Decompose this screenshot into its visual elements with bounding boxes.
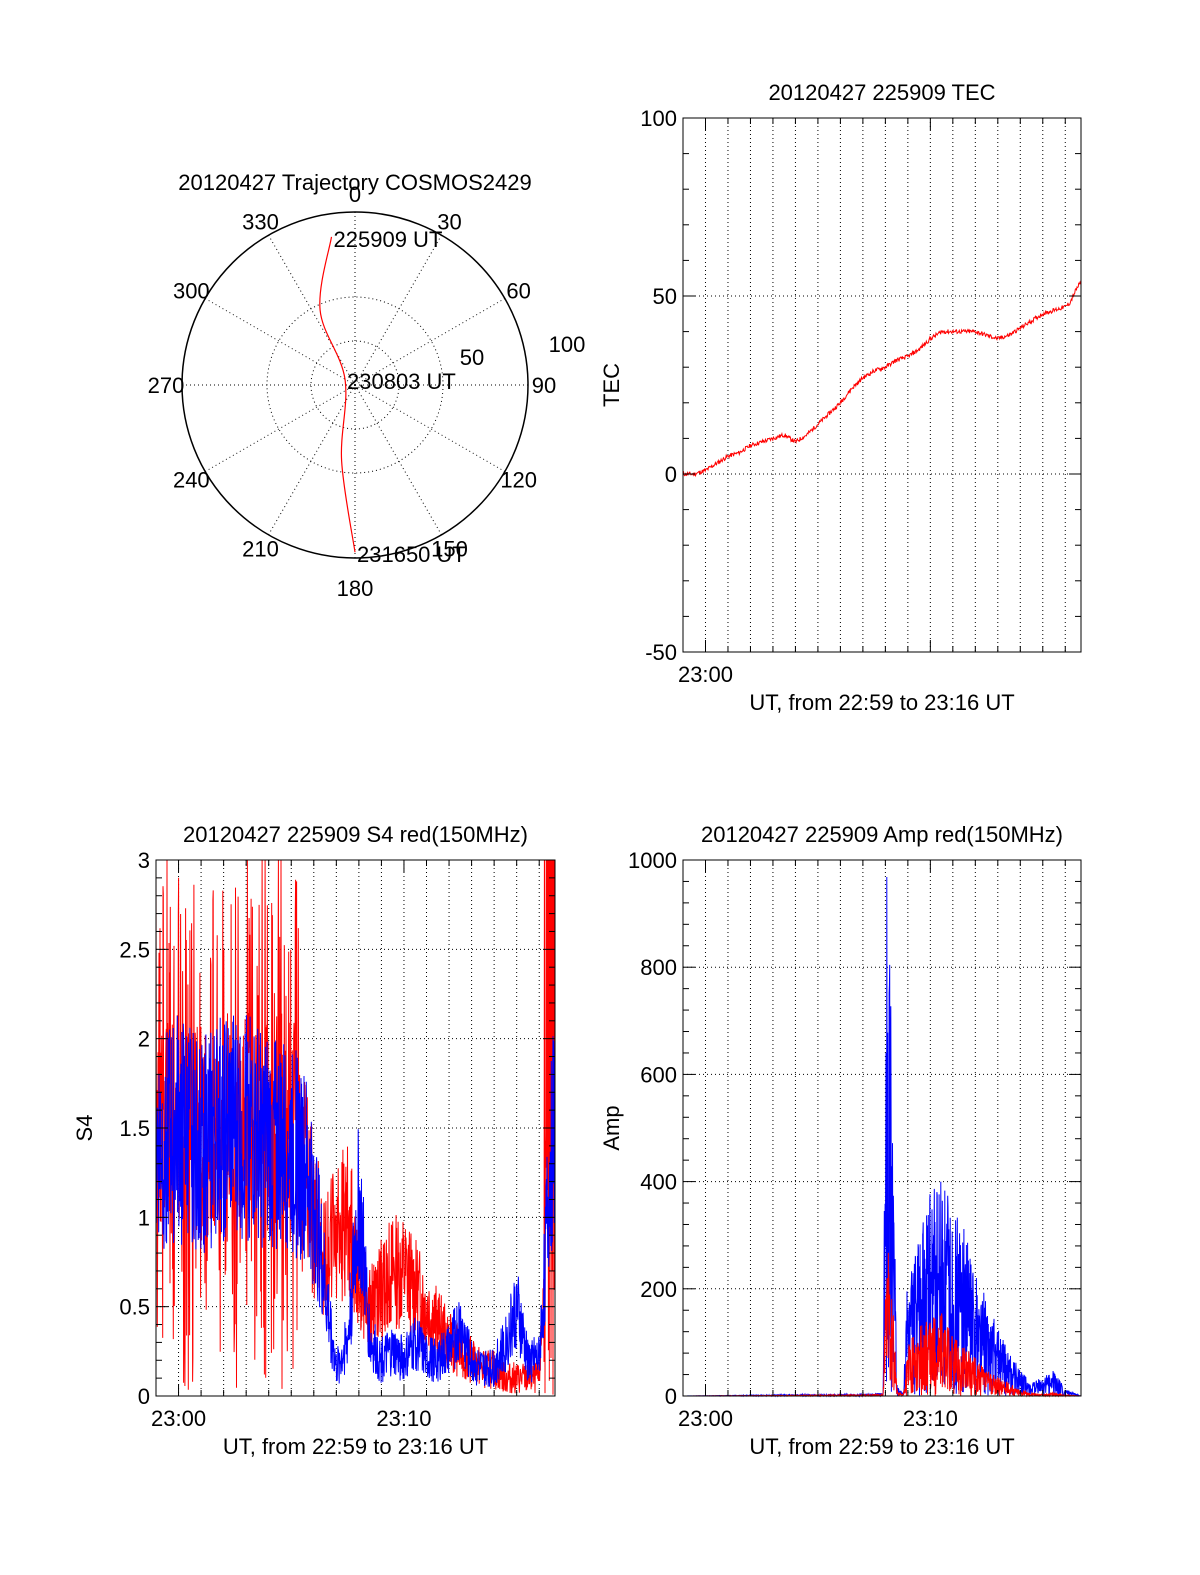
polar-spoke bbox=[354, 298, 506, 386]
y-axis-label: TEC bbox=[599, 363, 624, 407]
angle-label: 30 bbox=[437, 209, 461, 234]
polar-ring bbox=[310, 340, 400, 430]
angle-label: 60 bbox=[506, 279, 530, 304]
chart-panel-1: 20120427 225909 TEC -50 0 50 100 23:00 UT, fro… bbox=[599, 80, 1082, 715]
y-tick-label: 0 bbox=[665, 462, 677, 487]
series-line bbox=[683, 876, 1081, 1398]
polar-ring bbox=[266, 296, 444, 474]
y-tick-label: 0.5 bbox=[119, 1295, 150, 1320]
angle-label: 180 bbox=[337, 576, 374, 601]
y-tick-label: 0 bbox=[138, 1384, 150, 1409]
y-tick-label: 400 bbox=[640, 1170, 677, 1195]
angle-label: 300 bbox=[173, 279, 210, 304]
chart-title: 20120427 225909 TEC bbox=[768, 80, 995, 105]
trajectory-time-label: 230803 UT bbox=[347, 369, 456, 394]
angle-label: 210 bbox=[242, 537, 279, 562]
x-axis-label: UT, from 22:59 to 23:16 UT bbox=[749, 1434, 1014, 1459]
x-axis-label: UT, from 22:59 to 23:16 UT bbox=[749, 690, 1014, 715]
y-tick-label: 50 bbox=[653, 284, 677, 309]
x-tick-label: 23:10 bbox=[376, 1406, 431, 1431]
y-tick-label: 800 bbox=[640, 955, 677, 980]
series-line bbox=[682, 280, 1082, 478]
chart-title: 20120427 225909 Amp red(150MHz) bbox=[701, 822, 1063, 847]
radial-label: 100 bbox=[549, 332, 586, 357]
angle-label: 240 bbox=[173, 468, 210, 493]
x-axis-label: UT, from 22:59 to 23:16 UT bbox=[223, 1434, 488, 1459]
polar-spoke bbox=[354, 384, 442, 536]
y-tick-label: 600 bbox=[640, 1062, 677, 1087]
y-tick-label: 0 bbox=[665, 1384, 677, 1409]
y-tick-label: 1.5 bbox=[119, 1116, 150, 1141]
polar-spoke bbox=[204, 298, 356, 386]
y-tick-label: 2 bbox=[138, 1027, 150, 1052]
series-line bbox=[155, 1015, 556, 1387]
angle-label: 120 bbox=[500, 468, 537, 493]
x-tick-label: 23:00 bbox=[678, 662, 733, 687]
polar-spoke bbox=[354, 384, 506, 472]
chart-title: 20120427 Trajectory COSMOS2429 bbox=[178, 170, 531, 195]
y-tick-label: 200 bbox=[640, 1277, 677, 1302]
angle-label: 0 bbox=[349, 182, 361, 207]
polar-spoke bbox=[268, 384, 356, 536]
trajectory-line bbox=[319, 236, 356, 553]
trajectory-time-label: 231650 UT bbox=[357, 542, 466, 567]
angle-label: 90 bbox=[532, 373, 556, 398]
plot-frame bbox=[682, 859, 1082, 1397]
chart-panel-3: 20120427 225909 Amp red(150MHz) 0 200 400 60… bbox=[599, 822, 1082, 1459]
angle-label: 150 bbox=[431, 537, 468, 562]
x-tick-label: 23:00 bbox=[678, 1406, 733, 1431]
trajectory-time-label: 225909 UT bbox=[334, 227, 443, 252]
y-axis-label: Amp bbox=[599, 1105, 624, 1150]
x-tick-label: 23:00 bbox=[151, 1406, 206, 1431]
polar-outer-circle bbox=[181, 211, 529, 559]
polar-spoke bbox=[204, 384, 356, 472]
y-tick-label: 1000 bbox=[628, 848, 677, 873]
x-tick-label: 23:10 bbox=[903, 1406, 958, 1431]
chart-panel-2: 20120427 225909 S4 red(150MHz) 0 0.5 1 1.5 2 2… bbox=[72, 822, 556, 1459]
angle-label: 330 bbox=[242, 209, 279, 234]
chart-title: 20120427 225909 S4 red(150MHz) bbox=[183, 822, 528, 847]
y-tick-label: 1 bbox=[138, 1205, 150, 1230]
y-tick-label: -50 bbox=[645, 640, 677, 665]
y-tick-label: 3 bbox=[138, 848, 150, 873]
plot-frame bbox=[682, 117, 1082, 653]
polar-spoke bbox=[354, 234, 442, 386]
polar-spoke bbox=[268, 234, 356, 386]
y-axis-label: S4 bbox=[72, 1115, 97, 1142]
angle-label: 270 bbox=[148, 373, 185, 398]
y-tick-label: 2.5 bbox=[119, 937, 150, 962]
y-tick-label: 100 bbox=[640, 106, 677, 131]
radial-label: 50 bbox=[460, 345, 484, 370]
